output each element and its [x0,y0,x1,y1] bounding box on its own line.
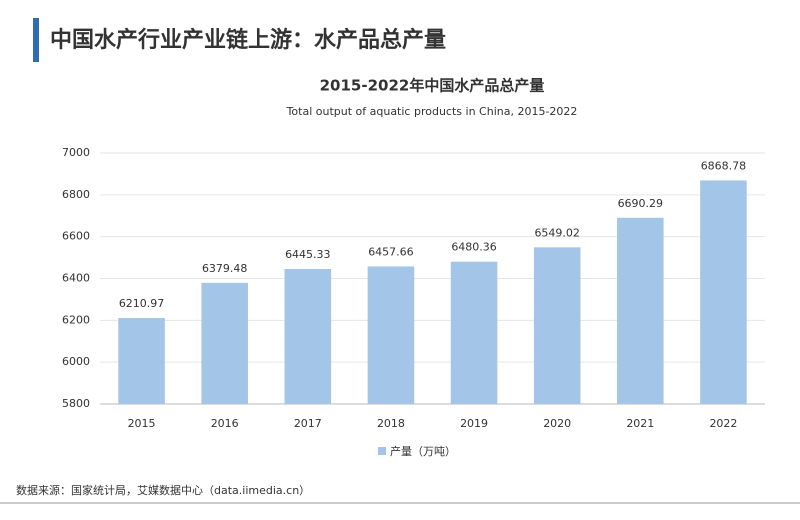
y-tick-label: 5800 [62,397,90,410]
value-label: 6210.97 [119,297,165,310]
x-tick-label: 2021 [626,417,654,430]
legend-swatch [378,447,386,455]
x-tick-label: 2018 [377,417,405,430]
x-tick-label: 2019 [460,417,488,430]
value-label: 6690.29 [618,197,664,210]
value-label: 6457.66 [368,245,414,258]
value-label: 6445.33 [285,248,331,261]
y-tick-label: 6600 [62,230,90,243]
x-tick-label: 2017 [294,417,322,430]
x-tick-label: 2015 [128,417,156,430]
y-tick-label: 6800 [62,188,90,201]
y-tick-label: 7000 [62,146,90,159]
header-accent [33,18,39,62]
value-label: 6480.36 [451,241,497,254]
y-tick-label: 6200 [62,313,90,326]
y-tick-label: 6000 [62,355,90,368]
bar [617,217,664,404]
page-title: 中国水产行业产业链上游：水产品总产量 [50,27,446,53]
value-label: 6379.48 [202,262,248,275]
bar [450,261,498,404]
bar [533,247,581,404]
chart-subtitle: Total output of aquatic products in Chin… [286,105,578,118]
bar [118,318,165,404]
value-label: 6868.78 [701,159,747,172]
bar [367,266,415,404]
bar [201,282,248,404]
chart-title: 2015-2022年中国水产品总产量 [320,77,545,95]
legend-label: 产量（万吨） [390,444,456,458]
x-tick-label: 2022 [709,417,737,430]
value-label: 6549.02 [534,226,580,239]
x-tick-label: 2020 [543,417,571,430]
bar [284,269,332,404]
bar [700,180,747,404]
x-tick-label: 2016 [211,417,239,430]
source: 数据来源：国家统计局，艾媒数据中心（data.iimedia.cn） [16,483,310,497]
y-tick-label: 6400 [62,272,90,285]
